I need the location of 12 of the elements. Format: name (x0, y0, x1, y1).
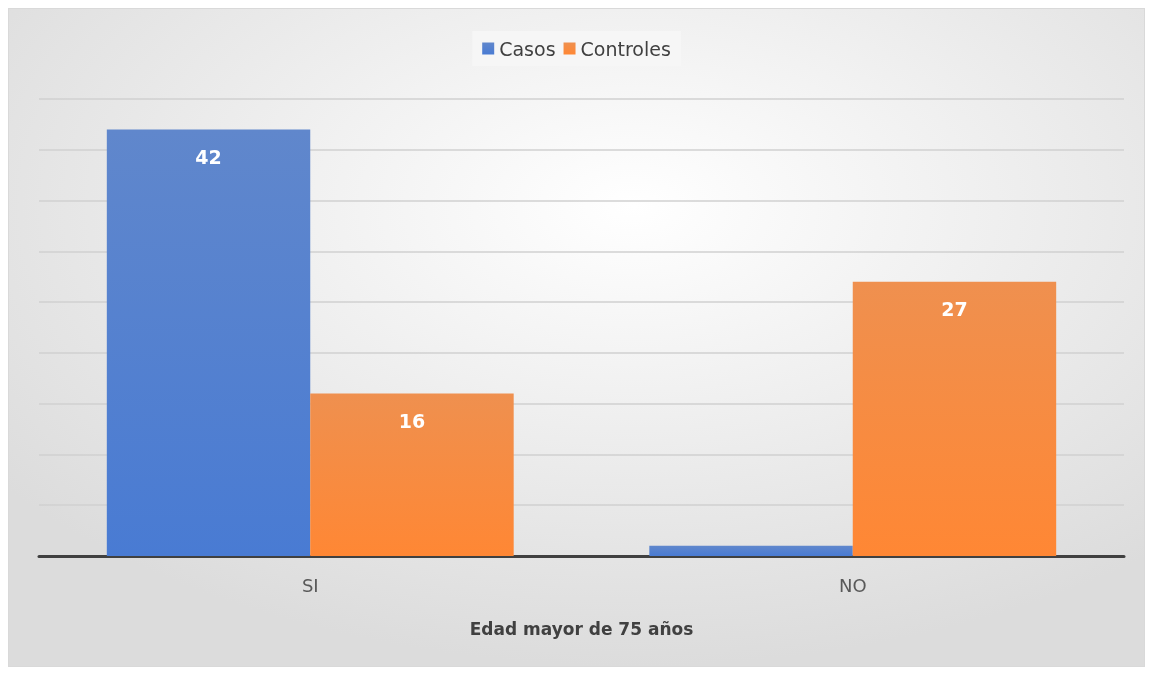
data-label: 42 (195, 145, 222, 168)
x-axis-title: Edad mayor de 75 años (469, 618, 694, 639)
data-label: 27 (941, 298, 968, 321)
bar (852, 281, 1057, 556)
legend-label: Casos (499, 37, 556, 60)
bar (106, 129, 311, 556)
x-tick-label: SI (301, 574, 319, 596)
data-label: 16 (398, 410, 426, 433)
bar (649, 545, 853, 556)
x-tick-label: NO (838, 574, 867, 596)
legend-label: Controles (580, 37, 671, 60)
bar (310, 393, 514, 556)
